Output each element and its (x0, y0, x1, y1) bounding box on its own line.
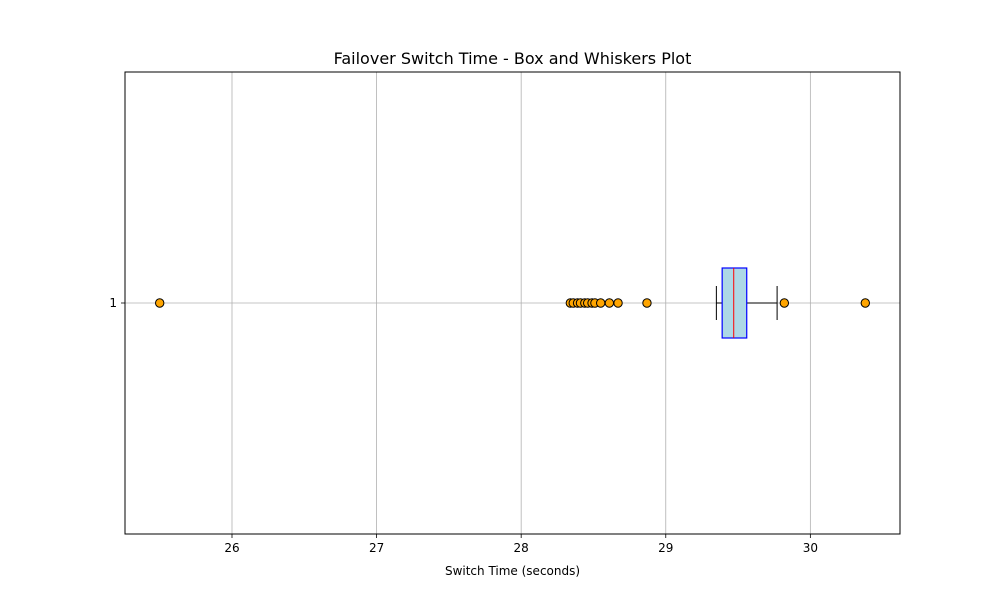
x-tick-label: 30 (803, 541, 818, 555)
outlier-point (642, 298, 652, 308)
outlier-point (595, 298, 606, 308)
outlier-point (604, 298, 615, 308)
x-axis-label: Switch Time (seconds) (445, 564, 580, 578)
y-tick-label: 1 (109, 296, 117, 310)
outlier-point (613, 298, 623, 308)
box-iqr (721, 267, 748, 339)
x-tick-label: 29 (658, 541, 673, 555)
x-tick-label: 27 (369, 541, 384, 555)
outlier-point (155, 298, 165, 308)
x-tick-label: 26 (224, 541, 239, 555)
box-plot (155, 267, 870, 339)
outlier-point (779, 298, 790, 308)
chart-title: Failover Switch Time - Box and Whiskers … (334, 49, 692, 68)
axis-ticks: 26 27 28 29 30 1 (109, 296, 818, 555)
x-tick-label: 28 (514, 541, 529, 555)
outlier-point (860, 298, 870, 308)
